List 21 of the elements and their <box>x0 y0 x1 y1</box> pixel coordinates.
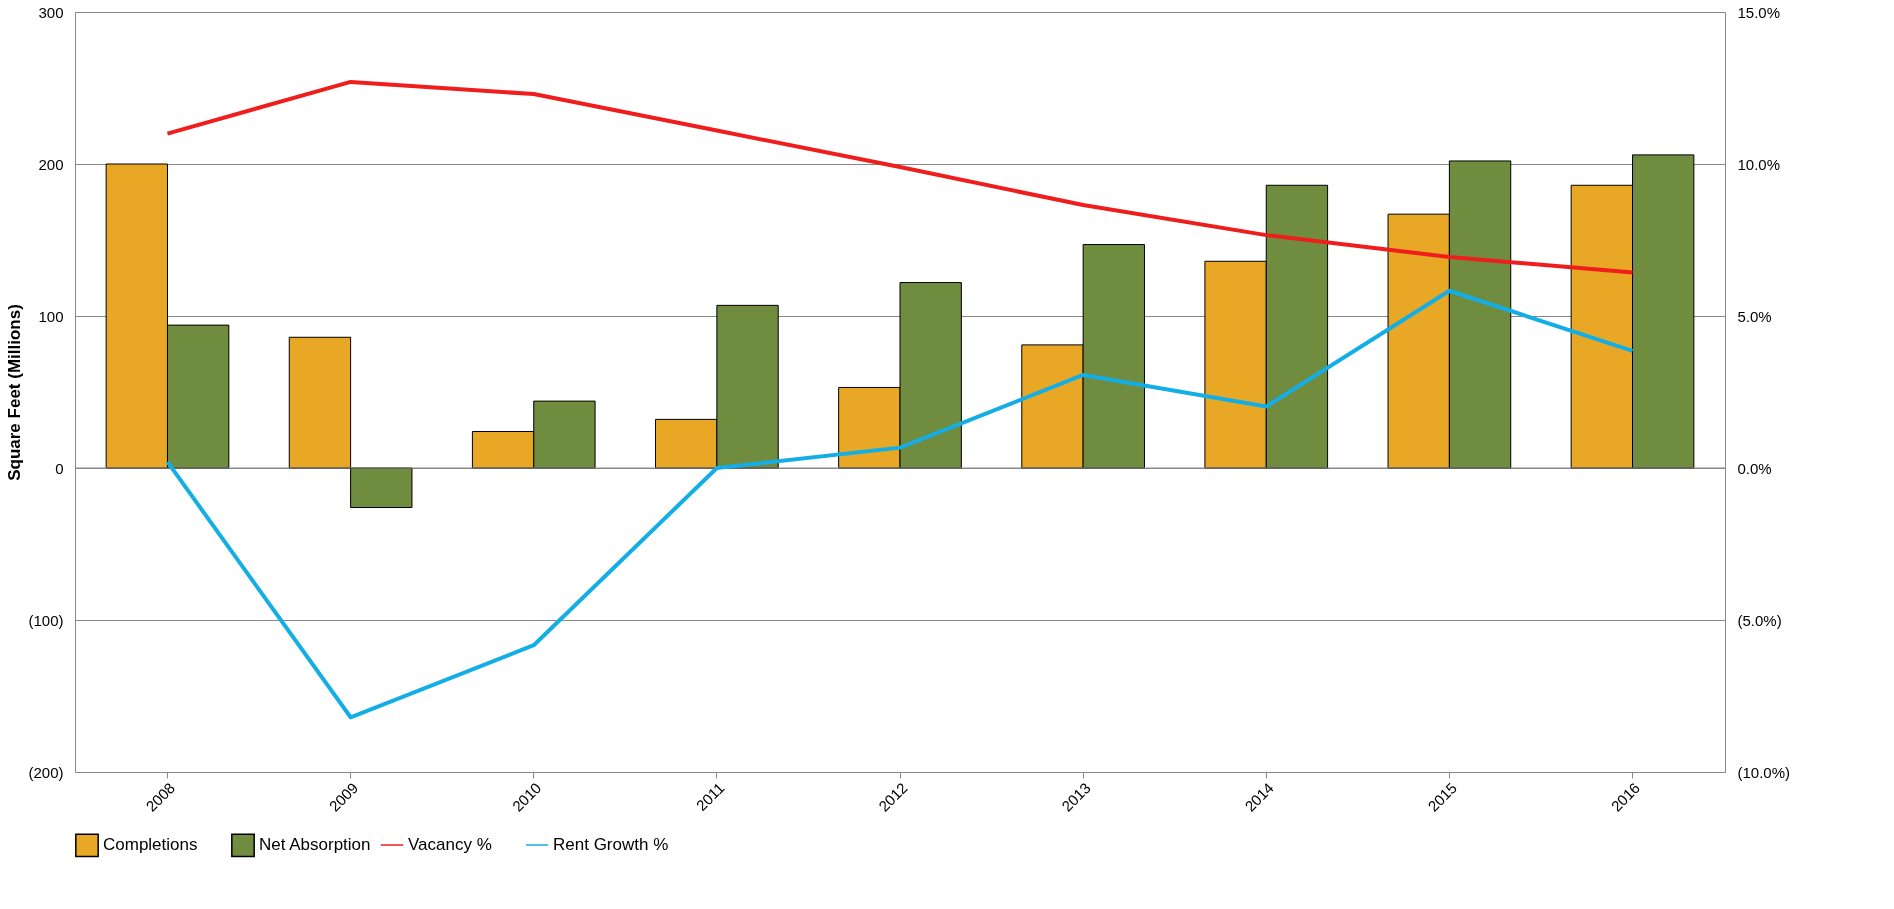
y2-tick-label: (5.0%) <box>1737 611 1782 629</box>
bar <box>350 467 413 509</box>
y-axis-title: Square Feet (Millions) <box>5 304 25 481</box>
y2-tick-label: 10.0% <box>1737 155 1781 173</box>
legend-label: Completions <box>103 835 198 855</box>
y2-tick-label: 15.0% <box>1737 3 1781 21</box>
y-tick-label: (100) <box>28 611 64 629</box>
legend-label: Rent Growth % <box>553 835 669 854</box>
y2-tick-label: 0.0% <box>1737 459 1772 477</box>
line-series <box>165 79 1635 275</box>
y2-tick-label: 5.0% <box>1737 307 1772 325</box>
y2-tick-label: (10.0%) <box>1737 763 1791 781</box>
y-tick-label: 100 <box>38 307 64 325</box>
y-tick-label: 0 <box>55 459 64 477</box>
line-series <box>165 288 1635 720</box>
y-tick-label: (200) <box>28 763 64 781</box>
legend-label: Vacancy % <box>408 835 492 854</box>
bar <box>288 336 352 469</box>
legend-label: Net Absorption <box>259 835 371 855</box>
y-tick-label: 300 <box>38 3 64 21</box>
y-tick-label: 200 <box>38 155 64 173</box>
